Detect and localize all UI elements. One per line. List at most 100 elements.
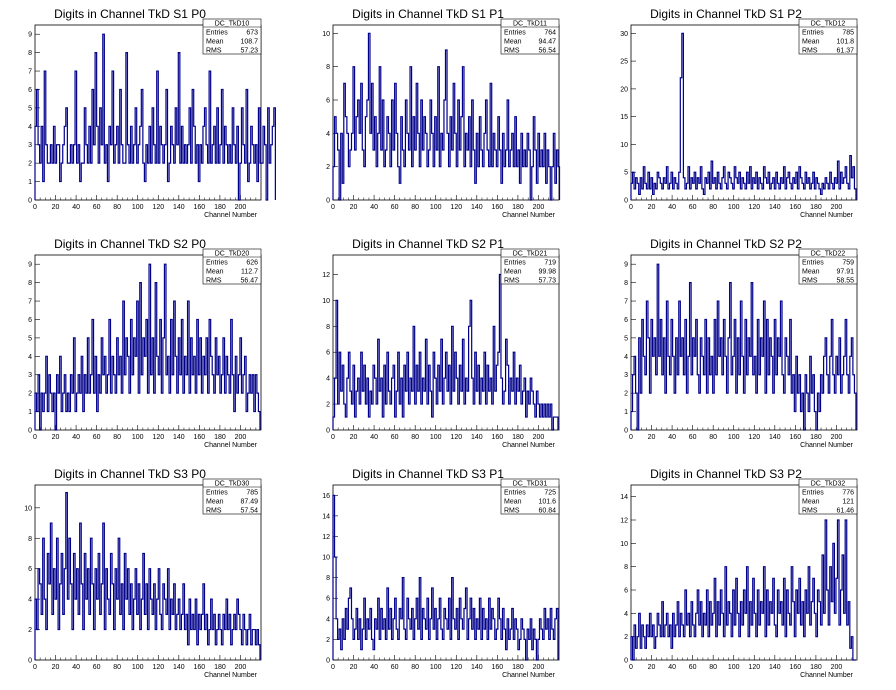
chart-title: Digits in Channel TkD S1 P1 — [352, 7, 504, 21]
x-tick-label: 160 — [194, 434, 206, 441]
stats-histogram-name: DC_TkD30 — [215, 481, 250, 488]
x-tick-label: 80 — [113, 664, 121, 671]
y-tick-label: 4 — [326, 616, 330, 623]
x-tick-label: 60 — [391, 664, 399, 671]
x-tick-label: 140 — [471, 664, 483, 671]
y-tick-label: 4 — [28, 124, 32, 131]
histogram-series — [332, 32, 561, 201]
y-tick-label: 2 — [624, 634, 628, 641]
y-tick-label: 4 — [624, 354, 628, 361]
x-tick-label: 180 — [214, 664, 226, 671]
histogram-panel-6: Digits in Channel TkD S2 P20 20 40 60 80 100 1… — [624, 237, 858, 449]
y-tick-label: 0 — [28, 428, 32, 435]
stats-box-frame — [798, 248, 858, 285]
x-tick-label: 80 — [709, 434, 717, 441]
stats-box: DC_TkD31 Entries 725 Mean 101.6 RMS 60.84 — [500, 478, 560, 515]
histogram-panel-4: Digits in Channel TkD S2 P00 20 40 60 80 100 1… — [28, 237, 262, 449]
x-tick-label: 0 — [331, 434, 335, 441]
y-tick-label: 2 — [326, 402, 330, 409]
x-tick-label: 120 — [450, 204, 462, 211]
x-tick-label: 60 — [391, 434, 399, 441]
x-tick-label: 40 — [72, 664, 80, 671]
stats-value-mean: 121 — [842, 499, 854, 506]
stats-histogram-name: DC_TkD31 — [513, 481, 548, 488]
x-tick-label: 120 — [748, 204, 760, 211]
x-tick-label: 160 — [492, 204, 504, 211]
x-tick-label: 40 — [668, 664, 676, 671]
y-tick-label: 6 — [326, 350, 330, 357]
stats-key-entries: Entries — [206, 490, 228, 497]
x-tick-label: 20 — [648, 204, 656, 211]
histogram-panel-7: Digits in Channel TkD S3 P00 20 40 60 80 100 1… — [24, 467, 262, 679]
stats-histogram-name: DC_TkD10 — [215, 21, 250, 28]
x-tick-label: 60 — [689, 664, 697, 671]
x-axis-label: Channel Number — [800, 212, 854, 219]
x-tick-label: 60 — [689, 434, 697, 441]
x-tick-label: 60 — [93, 204, 101, 211]
x-tick-label: 100 — [430, 204, 442, 211]
x-tick-label: 20 — [648, 434, 656, 441]
stats-key-mean: Mean — [504, 39, 522, 46]
y-tick-label: 3 — [28, 372, 32, 379]
y-tick-label: 4 — [624, 611, 628, 618]
x-tick-label: 20 — [350, 664, 358, 671]
y-tick-label: 0 — [326, 198, 330, 205]
stats-key-rms: RMS — [802, 48, 818, 55]
chart-title: Digits in Channel TkD S1 P0 — [54, 7, 206, 21]
x-tick-label: 0 — [629, 204, 633, 211]
y-tick-label: 3 — [624, 372, 628, 379]
stats-key-entries: Entries — [802, 30, 824, 37]
stats-value-entries: 764 — [544, 30, 556, 37]
x-tick-label: 0 — [331, 664, 335, 671]
x-tick-label: 200 — [831, 664, 843, 671]
stats-value-entries: 626 — [246, 260, 258, 267]
stats-value-mean: 97.91 — [836, 269, 854, 276]
stats-key-rms: RMS — [206, 278, 222, 285]
y-tick-label: 9 — [28, 262, 32, 269]
y-tick-label: 4 — [28, 354, 32, 361]
histogram-series — [34, 263, 261, 431]
stats-key-mean: Mean — [802, 269, 820, 276]
x-tick-label: 140 — [769, 204, 781, 211]
stats-key-mean: Mean — [206, 269, 224, 276]
y-tick-label: 2 — [28, 391, 32, 398]
x-tick-label: 140 — [471, 204, 483, 211]
x-tick-label: 200 — [235, 664, 247, 671]
y-tick-label: 5 — [624, 170, 628, 177]
stats-value-entries: 719 — [544, 260, 556, 267]
stats-key-mean: Mean — [802, 499, 820, 506]
x-tick-label: 20 — [52, 434, 60, 441]
x-tick-label: 120 — [152, 434, 164, 441]
y-tick-label: 10 — [322, 31, 330, 38]
x-tick-label: 60 — [391, 204, 399, 211]
stats-box: DC_TkD21 Entries 719 Mean 99.98 RMS 57.73 — [500, 248, 560, 285]
x-tick-label: 160 — [790, 204, 802, 211]
y-tick-label: 5 — [624, 335, 628, 342]
stats-value-rms: 61.37 — [836, 48, 854, 55]
stats-histogram-name: DC_TkD11 — [513, 21, 547, 28]
y-tick-label: 8 — [326, 64, 330, 71]
stats-key-rms: RMS — [206, 508, 222, 515]
stats-key-entries: Entries — [504, 490, 526, 497]
y-tick-label: 4 — [326, 131, 330, 138]
x-axis-label: Channel Number — [204, 442, 258, 449]
y-tick-label: 10 — [322, 555, 330, 562]
stats-key-rms: RMS — [504, 278, 520, 285]
stats-box-frame — [202, 478, 262, 515]
stats-key-mean: Mean — [802, 39, 820, 46]
x-tick-label: 140 — [769, 434, 781, 441]
y-tick-label: 25 — [620, 59, 628, 66]
stats-value-entries: 776 — [842, 490, 854, 497]
histogram-series — [630, 263, 857, 431]
stats-box-frame — [798, 478, 858, 515]
y-tick-label: 10 — [620, 142, 628, 149]
x-axis-label: Channel Number — [502, 672, 556, 679]
stats-value-rms: 56.47 — [240, 278, 258, 285]
x-tick-label: 140 — [769, 664, 781, 671]
x-tick-label: 80 — [411, 204, 419, 211]
stats-box: DC_TkD11 Entries 764 Mean 94.47 RMS 56.54 — [500, 18, 560, 55]
y-tick-label: 14 — [322, 513, 330, 520]
stats-histogram-name: DC_TkD20 — [215, 251, 250, 258]
y-tick-label: 10 — [24, 505, 32, 512]
x-tick-label: 120 — [450, 434, 462, 441]
